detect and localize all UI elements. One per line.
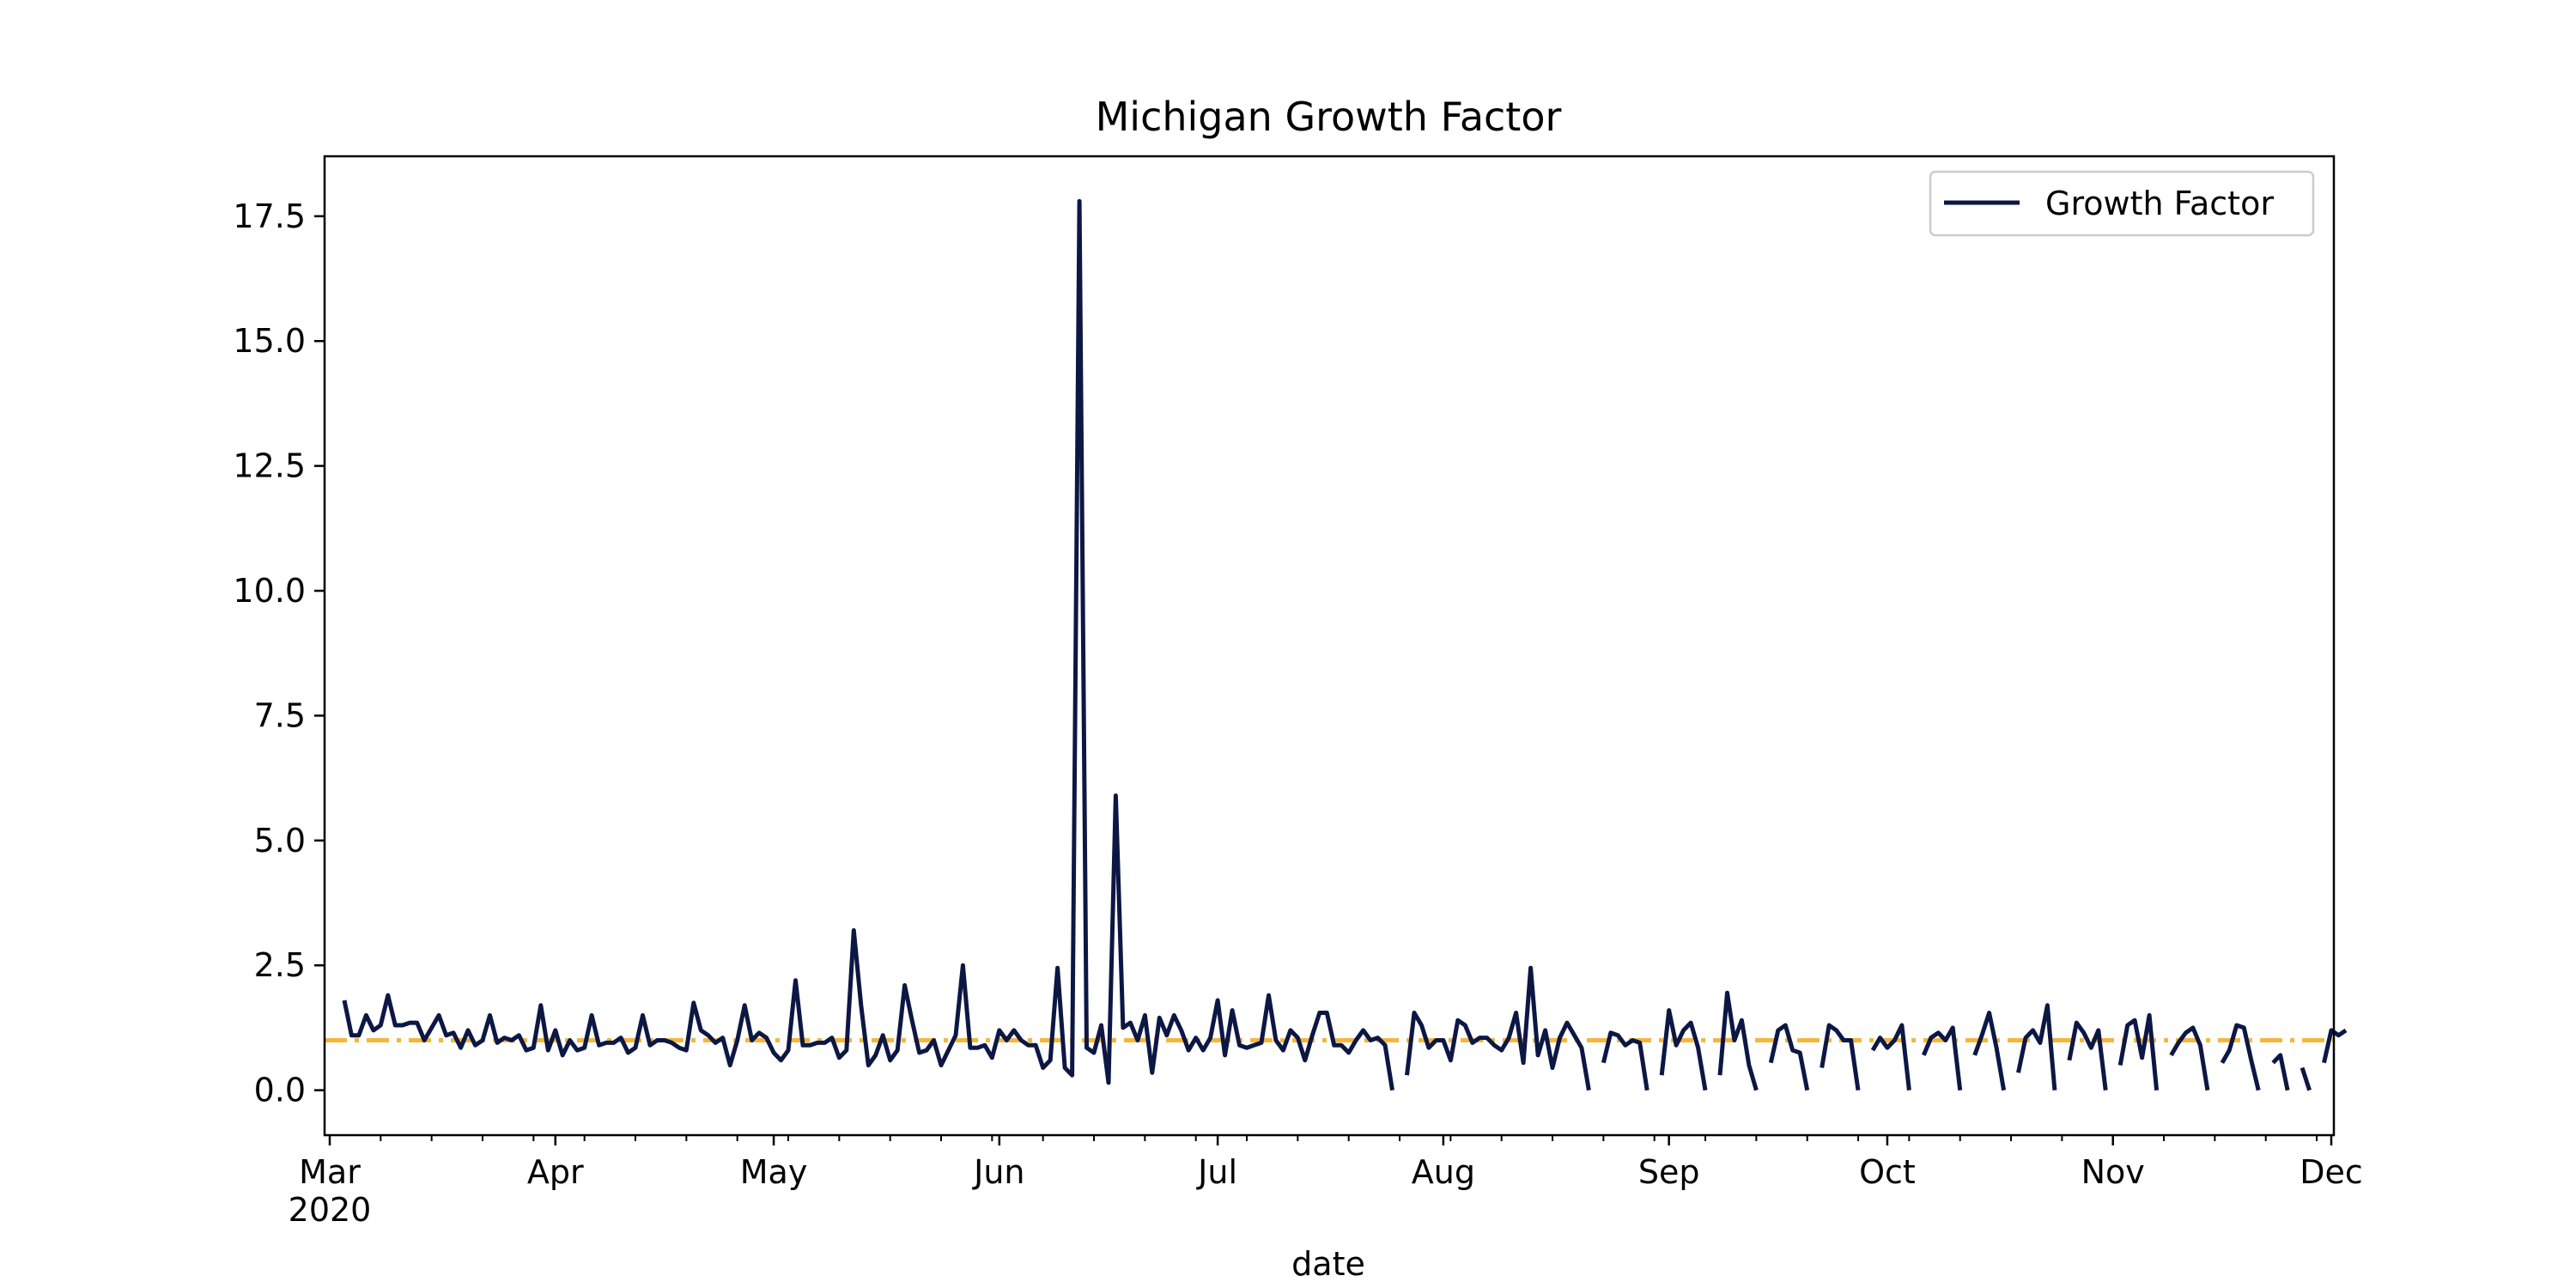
series-line-growth-factor <box>342 198 2348 1091</box>
y-tick-label: 2.5 <box>254 946 306 984</box>
y-tick-label: 15.0 <box>233 322 306 360</box>
y-tick-label: 7.5 <box>254 696 306 734</box>
x-tick-label: Aug <box>1412 1153 1475 1191</box>
y-tick-label: 0.0 <box>254 1072 306 1109</box>
y-tick-label: 5.0 <box>254 822 306 860</box>
x-tick-label: Mar <box>299 1153 361 1191</box>
legend: Growth Factor <box>1929 170 2315 237</box>
y-tick-label: 12.5 <box>233 447 306 485</box>
x-tick-sublabel: 2020 <box>289 1191 372 1229</box>
y-axis: 0.0 2.5 5.0 7.5 10.0 12.5 15.0 17.5 <box>233 197 325 1109</box>
x-tick-label: Sep <box>1638 1153 1700 1191</box>
x-axis-label: date <box>1291 1245 1365 1283</box>
legend-label-growth-factor: Growth Factor <box>2045 185 2274 222</box>
legend-frame <box>1929 170 2315 237</box>
x-tick-label: Dec <box>2300 1153 2363 1191</box>
series-layer <box>342 198 2348 1091</box>
x-tick-label: Jul <box>1196 1153 1237 1191</box>
plot-frame <box>323 155 2336 1137</box>
y-tick-label: 10.0 <box>233 572 306 610</box>
x-tick-label: Jun <box>972 1153 1024 1191</box>
x-tick-label: May <box>740 1153 808 1191</box>
x-tick-label: Nov <box>2081 1153 2145 1191</box>
x-tick-label: Oct <box>1859 1153 1916 1191</box>
y-tick-label: 17.5 <box>233 197 306 235</box>
chart-title: Michigan Growth Factor <box>1096 94 1562 140</box>
x-tick-label: Apr <box>527 1153 584 1191</box>
